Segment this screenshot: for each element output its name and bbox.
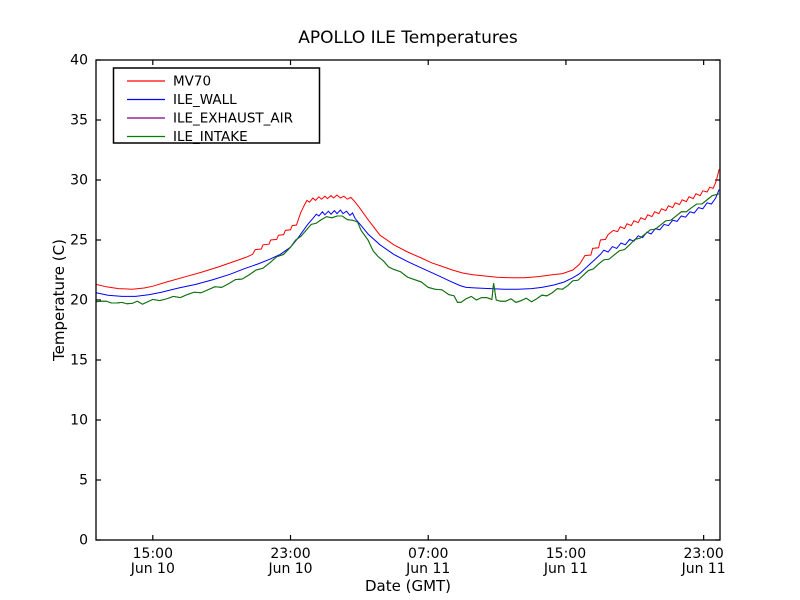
x-tick-date-label: Jun 11 <box>681 561 726 577</box>
y-tick-label: 25 <box>70 233 88 249</box>
x-tick-time-label: 07:00 <box>408 546 448 562</box>
x-tick-time-label: 15:00 <box>133 546 173 562</box>
legend: MV70 ILE_WALL ILE_EXHAUST_AIR ILE_INTAKE <box>112 67 321 145</box>
legend-label-MV70: MV70 <box>173 74 211 90</box>
legend-label-ILE_WALL: ILE_WALL <box>173 92 237 108</box>
y-tick-label: 0 <box>79 533 88 549</box>
x-axis-label: Date (GMT) <box>365 577 451 595</box>
x-tick-time-label: 15:00 <box>546 546 586 562</box>
x-tick-date-label: Jun 11 <box>543 561 588 577</box>
series-line-MV70 <box>96 169 720 290</box>
y-tick-label: 35 <box>70 113 88 129</box>
y-tick-label: 30 <box>70 173 88 189</box>
axis-frame <box>95 59 721 541</box>
y-tick-label: 20 <box>70 293 88 309</box>
y-tick-label: 40 <box>70 53 88 69</box>
x-tick-time-label: 23:00 <box>683 546 723 562</box>
legend-label-ILE_INTAKE: ILE_INTAKE <box>173 129 248 145</box>
series-line-ILE_WALL <box>96 189 720 297</box>
chart-title: APOLLO ILE Temperatures <box>298 28 518 48</box>
y-tick-label: 10 <box>70 413 88 429</box>
plot-area: APOLLO ILE Temperatures Date (GMT) Tempe… <box>50 28 518 595</box>
y-tick-label: 5 <box>79 473 88 489</box>
x-tick-date-label: Jun 10 <box>130 561 175 577</box>
x-tick-date-label: Jun 11 <box>405 561 450 577</box>
y-axis-label: Temperature (C) <box>50 239 68 362</box>
x-tick-date-label: Jun 10 <box>267 561 312 577</box>
series-line-ILE_INTAKE <box>96 193 720 305</box>
y-tick-label: 15 <box>70 353 88 369</box>
legend-label-ILE_EXHAUST_AIR: ILE_EXHAUST_AIR <box>173 111 293 127</box>
x-tick-time-label: 23:00 <box>270 546 310 562</box>
